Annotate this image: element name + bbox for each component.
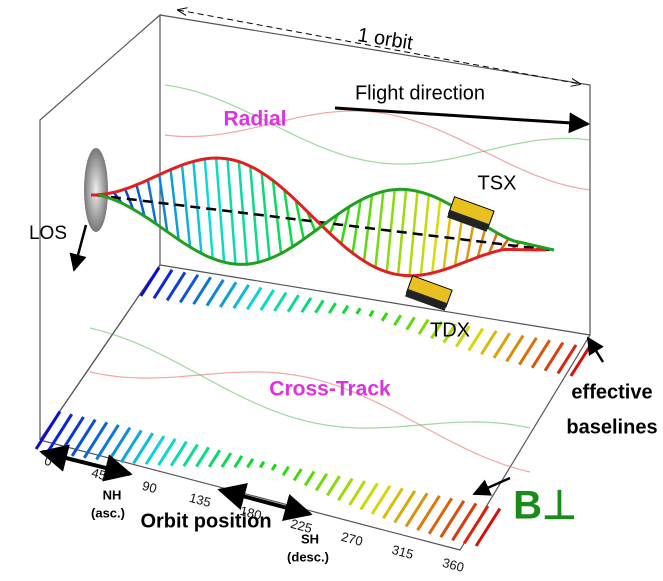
floor-baseline <box>274 293 286 311</box>
floor-baseline <box>558 345 576 373</box>
floor-baseline <box>247 287 261 309</box>
tick-label: 315 <box>390 542 415 562</box>
floor-baseline <box>222 453 231 467</box>
floor-baseline <box>545 343 563 371</box>
radial-label: Radial <box>223 108 286 131</box>
tick-label: 135 <box>188 490 213 510</box>
floor-baseline <box>481 331 496 354</box>
floor-baseline <box>234 285 249 308</box>
floor-baseline <box>350 481 365 505</box>
floor-baseline <box>419 320 428 334</box>
floor-baseline <box>394 315 400 325</box>
tsx-label: TSX <box>478 172 517 194</box>
floor-baseline <box>316 474 327 491</box>
nh-label: NH <box>103 487 122 502</box>
floor-baseline <box>72 420 95 456</box>
los-cone <box>84 148 108 232</box>
floor-baseline <box>429 498 452 534</box>
flight-label: Flight direction <box>355 82 485 104</box>
page: {"labels": {"orbit": "1 orbit", "flight"… <box>0 0 663 581</box>
floor-baseline <box>141 267 159 296</box>
diagram: 1 orbit Flight direction Radial TSX LOS … <box>0 0 663 581</box>
floor-baseline <box>382 313 387 321</box>
floor-baseline <box>194 277 211 304</box>
floor-baseline <box>167 272 185 300</box>
floor-baseline <box>209 450 220 467</box>
desc-label: (desc.) <box>287 549 329 564</box>
floor-baseline <box>302 298 311 312</box>
floor-baseline <box>48 414 72 451</box>
floor-baseline <box>338 479 352 501</box>
floor-baseline <box>343 306 348 314</box>
floor-baseline <box>476 509 500 546</box>
floor-baseline <box>519 338 536 365</box>
floor-baseline <box>357 308 361 314</box>
floor-baseline <box>247 459 252 468</box>
b-perp-label: B⊥ <box>513 484 577 528</box>
floor-baseline <box>220 282 236 307</box>
baselines-label: baselines <box>566 416 657 438</box>
tick-label: 225 <box>289 516 314 536</box>
asc-label: (asc.) <box>91 505 125 520</box>
floor-baseline <box>260 462 264 468</box>
tick-label: 90 <box>141 478 159 496</box>
floor-baseline <box>288 295 299 312</box>
tick-label: 270 <box>340 529 365 549</box>
floor-baseline <box>327 476 339 495</box>
floor-baseline <box>469 329 483 351</box>
box-frame <box>40 15 590 550</box>
cross-track-label: Cross-Track <box>269 378 391 401</box>
floor-baseline <box>283 467 288 476</box>
floor-baseline <box>184 444 198 466</box>
floor-baseline <box>507 336 523 362</box>
curves <box>36 85 590 546</box>
floor-baseline <box>532 340 550 368</box>
floor-baseline <box>261 290 274 310</box>
orbit-label: 1 orbit <box>356 24 415 54</box>
floor-baseline <box>84 422 107 458</box>
satellites <box>405 197 494 311</box>
floor-baseline <box>272 464 276 470</box>
tick-label: 45 <box>90 465 108 483</box>
tsx-satellite <box>447 197 494 232</box>
floor-baseline <box>305 471 314 485</box>
floor-baseline <box>370 311 374 317</box>
arrows <box>42 10 603 514</box>
floor-baseline <box>494 333 510 358</box>
floor-baseline <box>171 442 186 466</box>
floor-baseline <box>294 469 301 480</box>
floor-baseline <box>407 317 415 329</box>
floor-baseline <box>235 456 242 467</box>
floor-baseline <box>207 280 223 306</box>
floor-baseline <box>96 425 118 459</box>
tick-label: 0 <box>43 453 54 469</box>
los-label: LOS <box>29 223 67 244</box>
effective-label: effective <box>571 381 652 403</box>
floor-baseline <box>361 483 378 509</box>
floor-baseline <box>154 270 172 298</box>
floor-baseline <box>329 303 335 313</box>
floor-baseline <box>315 300 323 312</box>
floor-baseline <box>196 447 208 466</box>
floor-baseline <box>180 275 198 303</box>
floor-baseline <box>452 503 475 540</box>
tdx-label: TDX <box>430 319 470 341</box>
floor-baseline <box>441 501 464 537</box>
tick-label: 360 <box>441 555 466 575</box>
floor-baseline <box>464 506 488 543</box>
